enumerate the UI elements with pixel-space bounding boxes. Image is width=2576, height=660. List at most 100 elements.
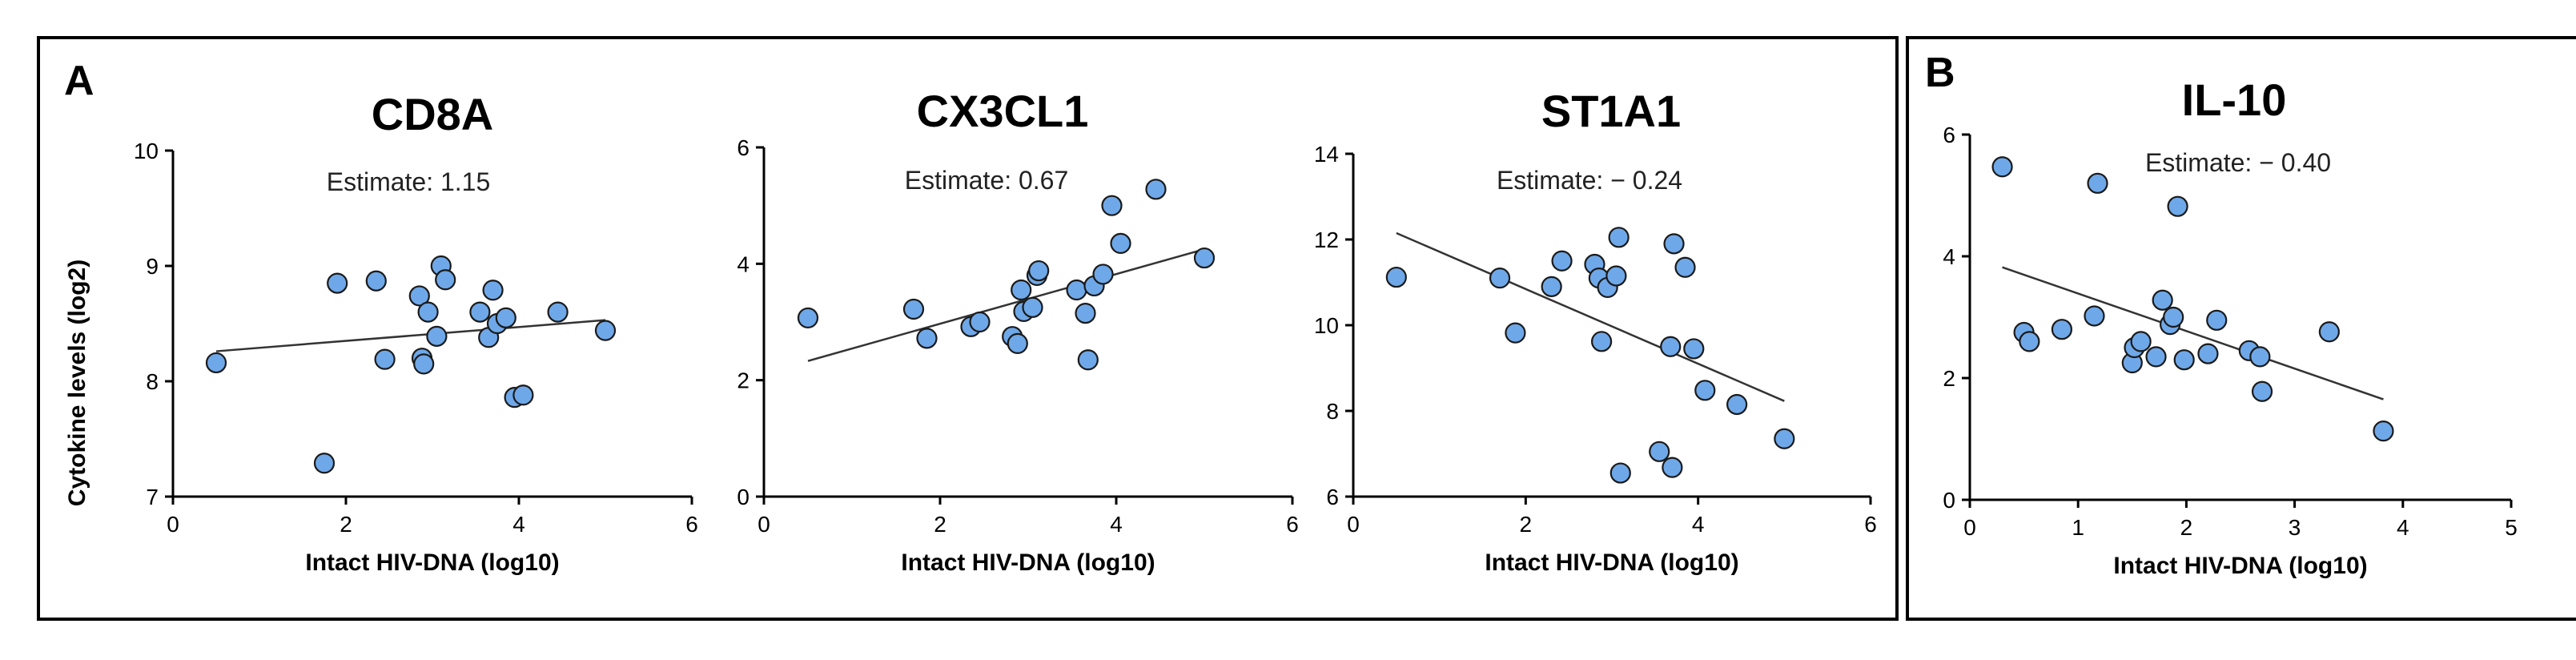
data-point	[1075, 303, 1096, 324]
chart-title: CD8A	[372, 89, 493, 139]
x-tick-label: 2	[934, 512, 946, 537]
y-tick-label: 7	[146, 485, 159, 509]
x-tick-label: 0	[167, 512, 179, 537]
data-point	[1489, 268, 1511, 289]
data-point	[435, 269, 456, 291]
regression-line	[807, 248, 1205, 362]
data-point	[916, 328, 938, 349]
x-tick-label: 5	[2505, 515, 2518, 540]
data-point	[408, 285, 430, 307]
data-point	[1660, 336, 1682, 357]
data-point	[417, 301, 439, 323]
panel-letter-b: B	[1925, 50, 1955, 96]
data-point	[1193, 247, 1216, 269]
data-point	[2249, 346, 2271, 368]
x-axis-label: Intact HIV-DNA (log10)	[1485, 549, 1738, 576]
data-point	[1101, 195, 1123, 216]
x-tick-label: 2	[340, 512, 352, 537]
data-point	[797, 307, 819, 329]
data-point	[426, 325, 448, 347]
data-point	[469, 301, 491, 323]
data-point	[2251, 380, 2273, 402]
y-tick-label: 10	[1314, 313, 1339, 338]
data-point	[2051, 319, 2073, 340]
data-point	[205, 352, 227, 374]
x-tick-label: 4	[512, 512, 525, 537]
x-tick-label: 0	[1963, 515, 1976, 540]
y-axis-label: Cytokine levels (log2)	[64, 260, 90, 506]
data-point	[2318, 321, 2340, 343]
data-point	[2084, 305, 2105, 327]
x-tick-label: 3	[2289, 515, 2301, 540]
data-point	[2163, 306, 2184, 328]
data-point	[1022, 296, 1043, 318]
regression-line	[215, 319, 606, 352]
data-point	[313, 453, 336, 474]
data-point	[1609, 462, 1631, 484]
x-tick-label: 0	[1347, 512, 1360, 537]
y-tick-label: 14	[1314, 142, 1339, 167]
data-point	[1663, 233, 1685, 255]
data-point	[1683, 338, 1705, 360]
y-tick-label: 0	[737, 485, 749, 509]
data-point	[327, 272, 348, 294]
data-point	[1674, 256, 1696, 278]
data-point	[374, 348, 396, 370]
y-tick-label: 4	[1943, 244, 1955, 269]
x-axis-label: Intact HIV-DNA (log10)	[901, 549, 1155, 576]
y-tick-label: 6	[1943, 123, 1955, 147]
regression-line	[1396, 231, 1785, 402]
y-tick-label: 10	[134, 139, 159, 163]
data-point	[1385, 266, 1407, 288]
data-point	[2130, 331, 2152, 352]
data-point	[1649, 441, 1670, 462]
y-tick-label: 0	[1943, 488, 1955, 513]
data-point	[413, 353, 435, 375]
data-point	[902, 298, 925, 320]
data-point	[2197, 343, 2219, 364]
x-tick-label: 4	[1692, 512, 1705, 537]
data-point	[2145, 346, 2167, 368]
y-tick-label: 2	[737, 368, 749, 393]
chart-cx3cl1: CX3CL1 Estimate: 0.67 0 2 4 6 0 2 4 6 Intact HIV-D…	[737, 86, 1298, 576]
panel-a-frame	[37, 36, 1899, 621]
data-point	[1662, 457, 1683, 478]
data-point	[1092, 264, 1114, 285]
data-point	[2173, 349, 2195, 371]
data-point	[594, 320, 617, 341]
chart-st1a1: ST1A1 Estimate: − 0.24 6 8 10 12 14 0 2 4 6 Intact …	[1314, 86, 1877, 576]
data-point	[1110, 232, 1131, 254]
data-point	[2373, 421, 2394, 442]
data-point	[495, 307, 516, 328]
x-tick-label: 6	[1286, 512, 1299, 537]
x-tick-label: 4	[1110, 512, 1123, 537]
y-tick-label: 4	[737, 252, 749, 276]
y-tick-label: 8	[146, 369, 159, 394]
data-point	[482, 280, 504, 301]
y-tick-label: 12	[1314, 227, 1339, 252]
data-point	[1011, 279, 1032, 301]
chart-cd8a: CD8A Estimate: 1.15 7 8 9 10 0 2 4 6 Intact HIV-DN…	[134, 89, 698, 576]
chart-title: IL-10	[2182, 74, 2287, 125]
data-point	[1991, 156, 2013, 178]
data-point	[1145, 179, 1167, 200]
estimate-label: Estimate: − 0.40	[2145, 148, 2331, 177]
estimate-label: Estimate: 1.15	[327, 167, 491, 196]
chart-il10: IL-10 Estimate: − 0.40 0 2 4 6 0 1 2 3 4 5 Intact HI…	[1943, 74, 2517, 579]
data-point	[1774, 428, 1795, 449]
data-point	[2167, 195, 2188, 217]
estimate-label: Estimate: − 0.24	[1497, 166, 1682, 195]
data-point	[1028, 260, 1050, 282]
x-tick-label: 6	[685, 512, 698, 537]
panel-letter-a: A	[64, 58, 94, 104]
data-point	[2087, 172, 2108, 194]
y-tick-label: 2	[1943, 366, 1955, 391]
data-point	[1066, 279, 1087, 301]
data-point	[512, 384, 534, 406]
data-point	[1505, 322, 1526, 344]
x-tick-label: 2	[1520, 512, 1533, 537]
data-point	[1608, 227, 1630, 248]
data-point	[1590, 331, 1613, 352]
x-axis-label: Intact HIV-DNA (log10)	[2113, 553, 2367, 579]
